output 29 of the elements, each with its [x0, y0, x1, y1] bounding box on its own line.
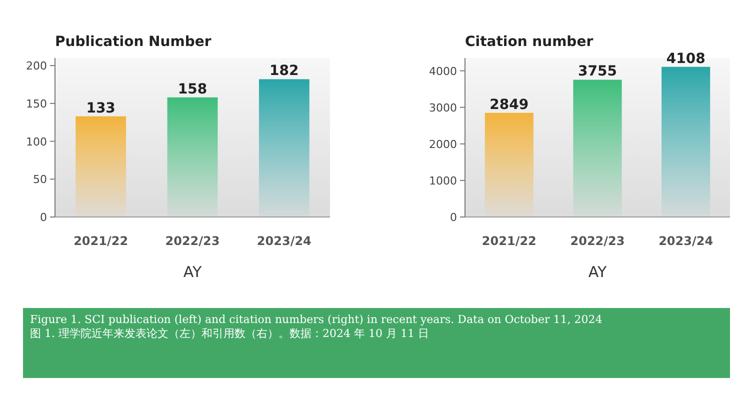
y-tick-label: 0 — [40, 211, 47, 224]
data-label: 158 — [178, 81, 208, 98]
data-label: 133 — [86, 100, 116, 116]
y-tick-label: 150 — [26, 97, 47, 110]
x-tick-label: 2021/22 — [74, 234, 128, 248]
x-tick-label: 2023/24 — [256, 234, 312, 248]
y-tick-label: 4000 — [429, 64, 457, 78]
data-label: 4108 — [666, 50, 706, 67]
x-tick-label: 2022/23 — [165, 234, 220, 248]
y-tick-label: 1000 — [429, 174, 457, 188]
chart-title: Citation number — [465, 34, 594, 50]
x-tick-label: 2023/24 — [658, 234, 714, 248]
x-tick-label: 2021/22 — [482, 234, 536, 248]
data-label: 182 — [270, 63, 299, 80]
y-tick-label: 3000 — [429, 101, 457, 114]
caption: 图 1. 理学院近年来发表论文（左）和引用数（右）。数据：2024 年 10 月 11 日 — [30, 327, 430, 341]
y-tick-label: 2000 — [429, 138, 457, 151]
x-axis-title: AY — [588, 263, 608, 281]
data-label: 2849 — [490, 96, 529, 113]
caption: Figure 1. SCI publication (left) and citation numbers (right) in recent years. Data on October 11, 2024 图 1. 理学院近年来发表论文（左）和引用数（右）。数据：2024 年 10 月 11 日 — [23, 308, 730, 378]
y-tick-label: 200 — [26, 60, 47, 73]
data-label: 3755 — [578, 64, 617, 80]
chart-title: Publication Number — [55, 34, 212, 50]
x-tick-label: 2022/23 — [570, 234, 625, 248]
caption: Figure 1. SCI publication (left) and citation numbers (right) in recent years. Data on October 11, 2024 — [30, 313, 604, 327]
y-tick-label: 0 — [450, 211, 457, 224]
x-axis-title: AY — [183, 263, 202, 281]
y-tick-label: 100 — [26, 135, 47, 148]
y-tick-label: 50 — [33, 173, 47, 186]
